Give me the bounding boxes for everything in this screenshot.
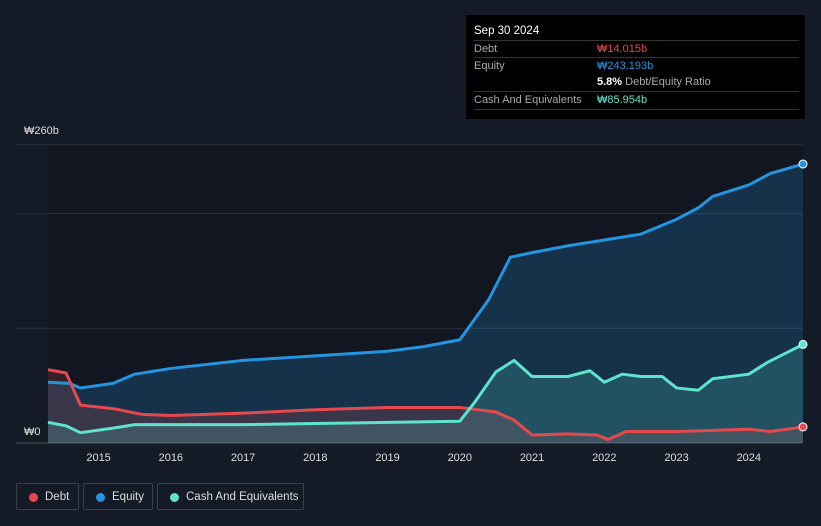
tooltip-debt-row: Debt ₩14.015b (474, 40, 799, 58)
tooltip: Sep 30 2024 Debt ₩14.015b Equity ₩243.193b… (466, 15, 805, 119)
tooltip-debt-value: ₩14.015b (597, 43, 648, 55)
y-tick-label: ₩0 (24, 426, 41, 438)
legend-cash-label: Cash And Equivalents (186, 491, 299, 503)
end-point (798, 422, 808, 432)
end-point (798, 339, 808, 349)
x-tick-label: 2017 (231, 452, 255, 464)
x-tick-label: 2019 (375, 452, 399, 464)
line-equity (47, 162, 804, 390)
tooltip-ratio-value: 5.8% (597, 76, 623, 88)
tooltip-date: Sep 30 2024 (474, 25, 540, 37)
x-tick-label: 2020 (448, 452, 472, 464)
x-tick-label: 2015 (86, 452, 110, 464)
x-tick-label: 2016 (159, 452, 183, 464)
legend-debt[interactable]: Debt (16, 483, 79, 510)
x-tick-label: 2022 (592, 452, 616, 464)
tooltip-cash-value: ₩85.954b (597, 94, 648, 106)
tooltip-cash-row: Cash And Equivalents ₩85.954b (474, 91, 799, 110)
legend-cash[interactable]: Cash And Equivalents (157, 483, 304, 510)
y-tick-label: ₩260b (24, 125, 59, 137)
tooltip-equity-row: Equity ₩243.193b (474, 57, 799, 75)
debt-dot-icon (29, 493, 38, 502)
tooltip-ratio-label: Debt/Equity Ratio (625, 76, 711, 88)
end-point (798, 159, 808, 169)
x-tick-label: 2024 (737, 452, 761, 464)
legend-debt-label: Debt (45, 491, 70, 503)
tooltip-ratio-row: 5.8% Debt/Equity Ratio (474, 74, 799, 91)
x-tick-label: 2023 (664, 452, 688, 464)
legend-equity[interactable]: Equity (83, 483, 153, 510)
area-equity (48, 164, 803, 443)
area-cash-and-equivalents (48, 344, 803, 443)
x-tick-label: 2018 (303, 452, 327, 464)
cash-dot-icon (170, 493, 179, 502)
x-tick-label: 2021 (520, 452, 544, 464)
tooltip-equity-value: ₩243.193b (597, 60, 654, 72)
plot-area (48, 144, 803, 443)
tooltip-debt-label: Debt (474, 43, 498, 55)
line-cash-and-equivalents (47, 343, 804, 435)
tooltip-cash-label: Cash And Equivalents (474, 94, 582, 106)
equity-dot-icon (96, 493, 105, 502)
legend-equity-label: Equity (112, 491, 144, 503)
tooltip-equity-label: Equity (474, 60, 505, 72)
line-debt (47, 368, 804, 442)
